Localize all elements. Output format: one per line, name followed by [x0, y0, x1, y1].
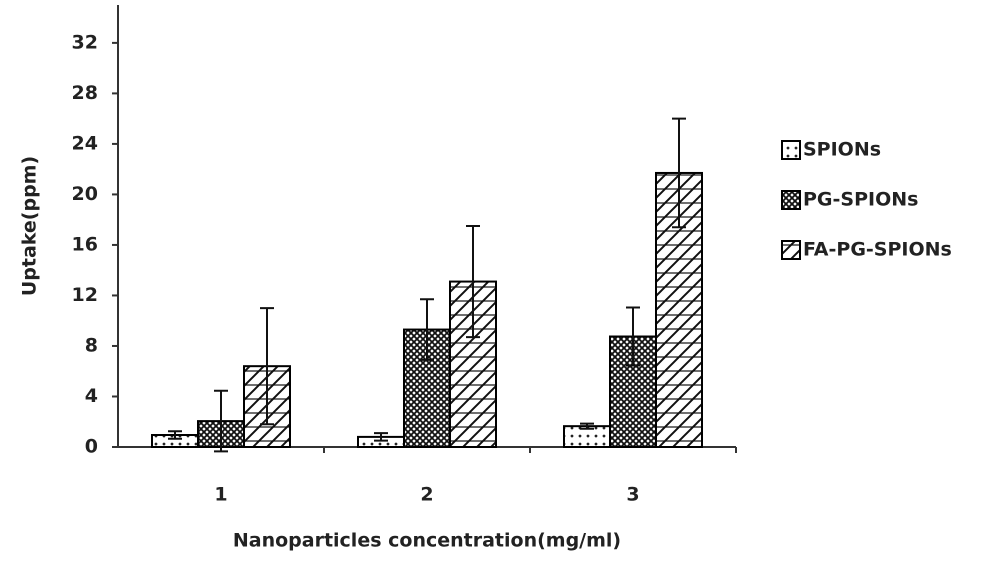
error-bar: [214, 389, 228, 453]
y-tick-label: 0: [85, 436, 98, 458]
error-bar: [260, 307, 274, 426]
error-bar: [466, 225, 480, 339]
y-axis-label: Uptake(ppm): [19, 156, 41, 296]
legend-swatch: [781, 140, 801, 160]
error-bar: [672, 117, 686, 229]
y-tick-label: 28: [72, 82, 98, 104]
y-tick-label: 8: [85, 334, 98, 356]
y-tick-label: 12: [72, 284, 98, 306]
x-tick-label: 2: [420, 484, 433, 506]
error-bar: [374, 432, 388, 442]
error-bar: [626, 306, 640, 367]
error-bar: [168, 430, 182, 440]
x-tick-label: 1: [214, 484, 227, 506]
legend-swatch: [781, 190, 801, 210]
error-bar: [420, 298, 434, 361]
legend-label: FA-PG-SPIONs: [803, 239, 952, 261]
legend-label: PG-SPIONs: [803, 189, 918, 211]
error-bar: [580, 422, 594, 430]
y-tick-label: 32: [72, 31, 98, 53]
y-tick-label: 24: [72, 132, 98, 154]
x-tick-label: 3: [626, 484, 639, 506]
legend-label: SPIONs: [803, 139, 881, 161]
x-axis-label: Nanoparticles concentration(mg/ml): [233, 530, 621, 552]
y-tick-label: 4: [85, 385, 98, 407]
legend-swatch: [781, 240, 801, 260]
y-tick-label: 16: [72, 233, 98, 255]
y-tick-label: 20: [72, 183, 98, 205]
